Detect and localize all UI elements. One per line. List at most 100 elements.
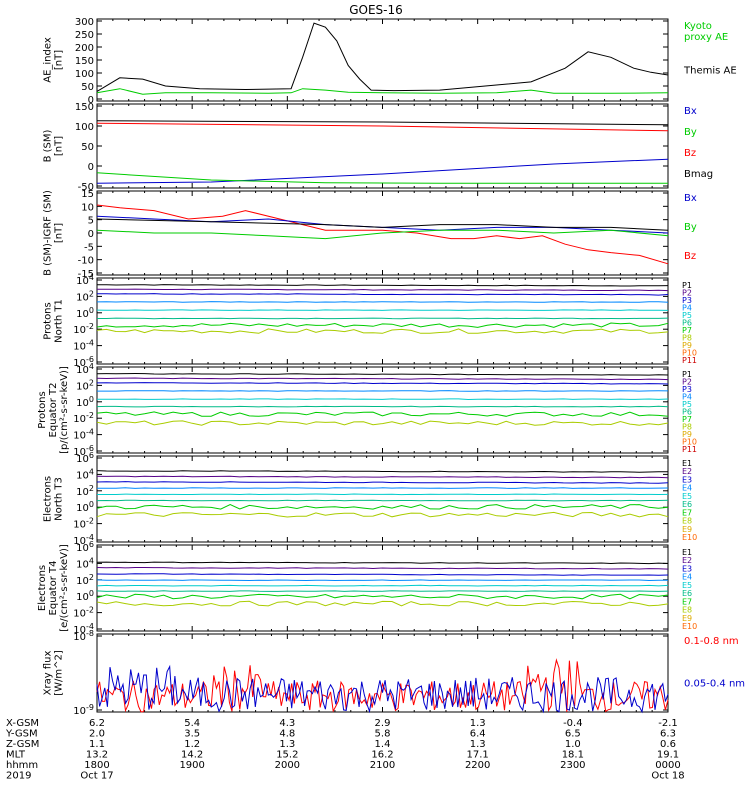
flux-line-7 bbox=[96, 503, 669, 510]
axis-row-value: 2.0 bbox=[89, 729, 105, 740]
y-tick-label: 15 bbox=[81, 189, 94, 200]
panel-4: 104 102 100 10-2 10-4 10-6 Protons North T1 P1P2… bbox=[43, 273, 698, 369]
flux-line-5 bbox=[96, 584, 669, 587]
y-tick-label: 10-4 bbox=[73, 428, 94, 442]
axis-row-value: 2.9 bbox=[375, 718, 391, 729]
flux-line-8 bbox=[96, 511, 669, 518]
y-axis-label-line: AE_index bbox=[43, 37, 54, 83]
legend-entry: P2 bbox=[682, 288, 692, 297]
y-tick-label: 102 bbox=[76, 573, 94, 587]
axis-row-value: 1.1 bbox=[89, 739, 105, 750]
legend-entry: By bbox=[684, 222, 697, 233]
y-tick-label: 100 bbox=[75, 69, 94, 80]
legend-entry: E4 bbox=[682, 573, 692, 582]
axis-row-value: 15.2 bbox=[276, 750, 298, 761]
panel-1: 300 250 200 150 100 50 0 AE_index [nT] Kyotoproxy… bbox=[43, 17, 737, 106]
legend-entry: E5 bbox=[682, 581, 692, 590]
flux-line-3 bbox=[96, 481, 669, 484]
legend-entry: 0.1-0.8 nm bbox=[684, 636, 739, 647]
y-tick-label: 100 bbox=[76, 500, 94, 514]
legend-entry: E5 bbox=[682, 492, 692, 501]
y-axis-label: Protons North T1 bbox=[43, 299, 65, 343]
y-tick-label: -10 bbox=[78, 256, 94, 267]
y-tick-label: 300 bbox=[75, 17, 94, 28]
flux-line-7 bbox=[96, 322, 669, 328]
axis-row-value: 6.3 bbox=[660, 729, 676, 740]
legend-entry: P3 bbox=[682, 296, 692, 305]
y-axis-label-line: B (SM)-IGRF (SM) bbox=[43, 190, 54, 276]
y-tick-label: 10-2 bbox=[73, 411, 94, 425]
axis-row-label: Y-GSM bbox=[5, 729, 38, 740]
axis-row-value: 0.6 bbox=[660, 739, 676, 750]
y-axis-label-line: [nT] bbox=[54, 223, 65, 243]
legend-entry: P11 bbox=[682, 445, 697, 454]
y-axis-label-line: [e/(cm²-s-sr-keV)] bbox=[59, 544, 70, 632]
legend-entry: 0.05-0.4 nm bbox=[684, 678, 745, 689]
flux-line-1 bbox=[96, 372, 669, 376]
y-tick-label: 10-9 bbox=[73, 703, 94, 717]
flux-line-7 bbox=[96, 411, 669, 417]
y-tick-label: 10-4 bbox=[73, 339, 94, 353]
axis-row-value: 1.4 bbox=[375, 739, 391, 750]
y-tick-label: 104 bbox=[76, 362, 94, 376]
legend-entry: Themis AE bbox=[683, 66, 737, 77]
flux-line-8 bbox=[96, 600, 669, 607]
xray-long-line bbox=[96, 658, 669, 713]
y-tick-label: 100 bbox=[76, 589, 94, 603]
y-tick-label: 10-4 bbox=[73, 622, 94, 636]
axis-row-value: 4.8 bbox=[279, 729, 295, 740]
series-line-bz bbox=[96, 204, 669, 265]
legend-entry: E7 bbox=[682, 508, 692, 517]
y-axis-label: Electrons North T3 bbox=[43, 476, 65, 522]
axis-row-value: -2.1 bbox=[658, 718, 678, 729]
axis-row-value: 1.0 bbox=[565, 739, 581, 750]
flux-line-2 bbox=[96, 377, 669, 381]
y-tick-label: 100 bbox=[76, 306, 94, 320]
page-title: GOES-16 bbox=[349, 3, 403, 17]
axis-row-value: 17.1 bbox=[467, 750, 489, 761]
axis-row-value: 2200 bbox=[465, 760, 490, 771]
flux-line-6 bbox=[97, 317, 669, 320]
y-axis-label-line: Protons bbox=[43, 302, 54, 339]
axis-row-value: 5.4 bbox=[184, 718, 200, 729]
y-axis-label-line: North T3 bbox=[54, 477, 65, 521]
y-tick-label: 104 bbox=[76, 556, 94, 570]
y-tick-label: 0 bbox=[88, 162, 94, 173]
y-axis-label-line: [p/(cm²-s-sr-keV)] bbox=[59, 366, 70, 454]
flux-line-8 bbox=[96, 328, 669, 334]
panel-frame bbox=[96, 18, 669, 102]
axis-row-value: 3.5 bbox=[184, 729, 200, 740]
y-tick-label: 102 bbox=[76, 289, 94, 303]
series-line-by bbox=[96, 172, 668, 184]
legend-entry: E8 bbox=[682, 606, 692, 615]
legend-entry: P10 bbox=[682, 437, 697, 446]
flux-line-4 bbox=[96, 579, 668, 582]
y-tick-label: 50 bbox=[81, 142, 94, 153]
y-tick-label: 200 bbox=[75, 43, 94, 54]
y-tick-label: 100 bbox=[76, 395, 94, 409]
legend-entry: Bx bbox=[684, 193, 697, 204]
axis-row-value: 6.5 bbox=[565, 729, 581, 740]
y-tick-label: 10 bbox=[81, 202, 94, 213]
axis-row-value: 19.1 bbox=[657, 750, 679, 761]
axis-row-value: 18.1 bbox=[562, 750, 584, 761]
axis-row-value: 13.2 bbox=[86, 750, 108, 761]
y-tick-label: -50 bbox=[78, 182, 94, 193]
series-line-bx bbox=[96, 158, 669, 184]
legend-entry: P7 bbox=[682, 415, 692, 424]
legend-entry: proxy AE bbox=[684, 32, 728, 43]
axis-row-value: Oct 18 bbox=[651, 771, 684, 782]
legend-entry: P3 bbox=[682, 385, 692, 394]
legend-entry: P6 bbox=[682, 407, 692, 416]
panel-frame bbox=[96, 633, 669, 713]
legend-entry: E7 bbox=[682, 597, 692, 606]
axis-row-value: 1.3 bbox=[279, 739, 295, 750]
legend-entry: P8 bbox=[682, 422, 692, 431]
legend-entry: P9 bbox=[682, 341, 692, 350]
y-axis-label-line: B (SM) bbox=[43, 129, 54, 162]
